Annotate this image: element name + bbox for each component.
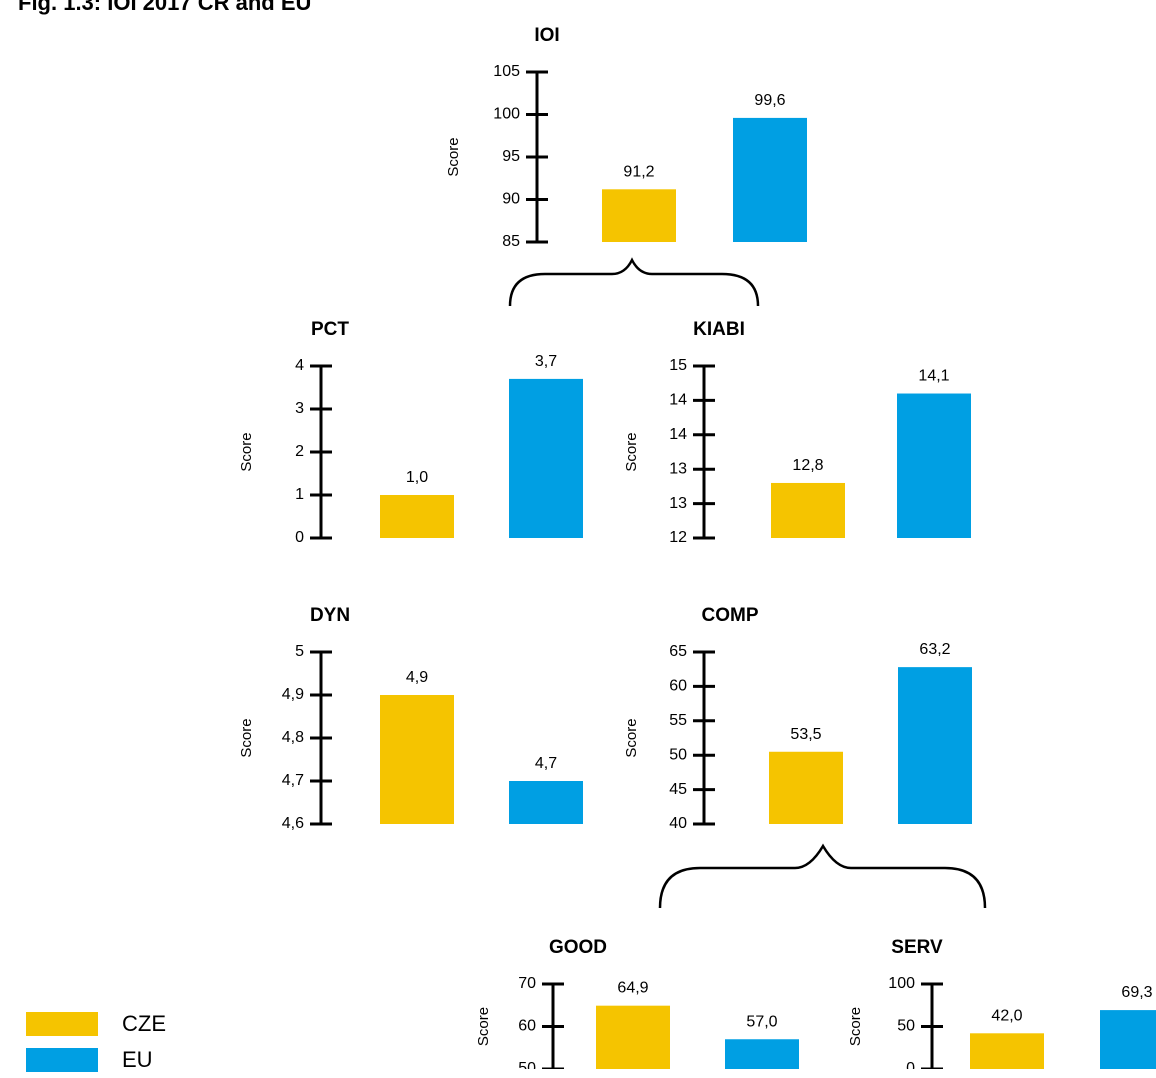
legend-swatch-eu xyxy=(26,1048,98,1072)
figure-title: Fig. 1.3: IOI 2017 CR and EU xyxy=(18,0,312,15)
bar-serv-eu xyxy=(1100,1010,1156,1069)
tick-label-comp-4: 60 xyxy=(669,678,687,695)
tick-label-pct-4: 4 xyxy=(295,357,304,374)
data-label-ioi-eu: 99,6 xyxy=(754,92,785,109)
data-label-kiabi-cze: 12,8 xyxy=(792,457,823,474)
tick-label-pct-2: 2 xyxy=(295,443,304,460)
legend-item-eu: EU xyxy=(26,1042,166,1078)
bar-ioi-eu xyxy=(733,117,807,242)
tick-label-dyn-0: 4,6 xyxy=(282,815,304,832)
chart-title-ioi: IOI xyxy=(534,25,559,46)
bar-kiabi-cze xyxy=(771,482,845,538)
data-label-dyn-eu: 4,7 xyxy=(535,755,557,772)
y-axis-label-kiabi: Score xyxy=(623,432,640,471)
y-axis-label-pct: Score xyxy=(238,432,255,471)
bar-pct-eu xyxy=(509,378,583,538)
legend-swatch-cze xyxy=(26,1012,98,1036)
tick-label-ioi-0: 85 xyxy=(502,233,520,250)
tick-label-kiabi-4: 14 xyxy=(669,392,687,409)
tick-label-good-0: 50 xyxy=(518,1060,536,1069)
tick-label-pct-0: 0 xyxy=(295,529,304,546)
data-label-serv-eu: 69,3 xyxy=(1121,984,1152,1001)
tick-label-good-1: 60 xyxy=(518,1018,536,1035)
bar-serv-cze xyxy=(970,1033,1044,1069)
y-axis-label-comp: Score xyxy=(623,718,640,757)
chart-title-dyn: DYN xyxy=(310,605,350,626)
bar-kiabi-eu xyxy=(897,393,971,538)
tick-label-ioi-3: 100 xyxy=(493,106,520,123)
tick-label-serv-2: 100 xyxy=(888,975,915,992)
chart-good: GOOD Score 50 60 70 64,9 57,0 xyxy=(475,937,799,1069)
chart-kiabi: KIABI Score 12 13 13 14 14 15 12,8 14,1 xyxy=(623,319,971,546)
chart-title-pct: PCT xyxy=(311,319,349,340)
tick-label-comp-0: 40 xyxy=(669,815,687,832)
legend-label-eu: EU xyxy=(122,1047,153,1072)
tick-label-dyn-4: 5 xyxy=(295,643,304,660)
data-label-serv-cze: 42,0 xyxy=(991,1007,1022,1024)
chart-dyn: DYN Score 4,6 4,7 4,8 4,9 5 4,9 4,7 xyxy=(238,605,583,832)
tick-label-ioi-2: 95 xyxy=(502,148,520,165)
tick-label-dyn-3: 4,9 xyxy=(282,686,304,703)
brace-ioi-breakdown xyxy=(508,257,760,307)
tick-label-kiabi-0: 12 xyxy=(669,529,687,546)
bar-dyn-eu xyxy=(509,781,583,824)
tick-label-kiabi-2: 13 xyxy=(669,460,687,477)
chart-comp: COMP Score 40 45 50 55 60 65 53,5 63,2 xyxy=(623,605,972,832)
tick-label-comp-1: 45 xyxy=(669,781,687,798)
chart-title-serv: SERV xyxy=(891,937,943,958)
chart-pct: PCT Score 0 1 2 3 4 1,0 3,7 xyxy=(238,319,583,546)
bar-comp-cze xyxy=(769,751,843,824)
tick-label-ioi-1: 90 xyxy=(502,191,520,208)
bar-ioi-cze xyxy=(602,189,676,242)
tick-label-good-2: 70 xyxy=(518,975,536,992)
legend-label-cze: CZE xyxy=(122,1011,166,1036)
tick-label-ioi-4: 105 xyxy=(493,63,520,80)
tick-label-comp-5: 65 xyxy=(669,643,687,660)
chart-title-good: GOOD xyxy=(549,937,607,958)
legend-item-cze: CZE xyxy=(26,1006,166,1042)
chart-ioi: IOI Score 85 90 95 100 105 91,2 99,6 xyxy=(445,25,807,250)
data-label-pct-cze: 1,0 xyxy=(406,469,428,486)
y-axis-label-serv: Score xyxy=(847,1007,864,1046)
data-label-ioi-cze: 91,2 xyxy=(623,163,654,180)
tick-label-pct-3: 3 xyxy=(295,400,304,417)
chart-title-comp: COMP xyxy=(702,605,759,626)
tick-label-pct-1: 1 xyxy=(295,486,304,503)
bar-good-eu xyxy=(725,1039,799,1069)
legend: CZE EU xyxy=(26,1006,166,1078)
data-label-dyn-cze: 4,9 xyxy=(406,669,428,686)
tick-label-serv-1: 50 xyxy=(897,1018,915,1035)
data-label-comp-eu: 63,2 xyxy=(919,641,950,658)
charts-group: IOIScore85909510010591,299,6PCTScore0123… xyxy=(238,25,1156,1069)
bar-comp-eu xyxy=(898,667,972,824)
bar-dyn-cze xyxy=(380,695,454,824)
tick-label-kiabi-5: 15 xyxy=(669,357,687,374)
y-axis-label-ioi: Score xyxy=(445,137,462,176)
data-label-good-eu: 57,0 xyxy=(746,1013,777,1030)
y-axis-label-good: Score xyxy=(475,1007,492,1046)
tick-label-dyn-1: 4,7 xyxy=(282,772,304,789)
data-label-good-cze: 64,9 xyxy=(617,980,648,997)
chart-serv: SERV Score 0 50 100 42,0 69,3 xyxy=(847,937,1156,1069)
data-label-comp-cze: 53,5 xyxy=(790,726,821,743)
brace-comp-breakdown xyxy=(658,843,987,909)
tick-label-dyn-2: 4,8 xyxy=(282,729,304,746)
chart-title-kiabi: KIABI xyxy=(693,319,745,340)
data-label-pct-eu: 3,7 xyxy=(535,353,557,370)
y-axis-label-dyn: Score xyxy=(238,718,255,757)
tick-label-comp-2: 50 xyxy=(669,746,687,763)
tick-label-kiabi-3: 14 xyxy=(669,426,687,443)
tick-label-serv-0: 0 xyxy=(906,1060,915,1069)
bar-pct-cze xyxy=(380,495,454,538)
tick-label-kiabi-1: 13 xyxy=(669,495,687,512)
data-label-kiabi-eu: 14,1 xyxy=(918,368,949,385)
tick-label-comp-3: 55 xyxy=(669,712,687,729)
bar-good-cze xyxy=(596,1005,670,1069)
